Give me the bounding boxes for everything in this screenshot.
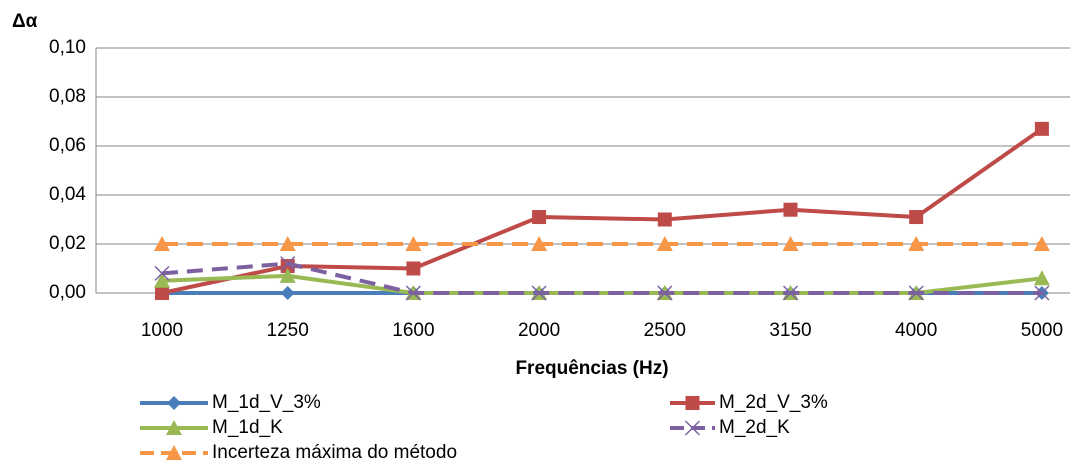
legend-label: M_1d_V_3%	[212, 392, 321, 413]
data-point	[908, 236, 925, 251]
x-tick-label: 5000	[1021, 320, 1063, 341]
data-point	[782, 285, 799, 301]
data-point	[279, 236, 296, 251]
x-tick-label: 1250	[267, 320, 309, 341]
y-tick-label: 0,00	[49, 282, 86, 303]
data-point	[783, 202, 798, 217]
data-point	[406, 261, 421, 276]
data-point	[657, 285, 673, 301]
series-line	[161, 273, 1043, 295]
data-point	[154, 272, 170, 288]
data-point	[280, 286, 295, 300]
data-point	[908, 285, 924, 301]
data-point	[782, 236, 799, 251]
y-tick-label: 0,08	[49, 86, 86, 107]
legend-marker	[684, 420, 701, 436]
x-tick-label: 1600	[392, 320, 434, 341]
legend-label: Incerteza máxima do método	[212, 442, 457, 463]
series-line	[161, 261, 1042, 295]
data-point	[1033, 270, 1050, 286]
y-tick-label: 0,04	[49, 184, 86, 205]
legend-marker	[166, 420, 182, 435]
legend-marker	[166, 445, 182, 460]
data-point	[656, 236, 673, 251]
data-point	[279, 267, 296, 283]
x-tick-label: 4000	[895, 320, 937, 341]
y-tick-label: 0,10	[49, 37, 86, 58]
data-point	[532, 210, 547, 225]
data-point	[1033, 236, 1050, 251]
data-point	[154, 236, 170, 251]
y-axis-label: Δα	[12, 11, 38, 32]
x-axis-label: Frequências (Hz)	[515, 358, 668, 379]
data-point	[405, 285, 421, 301]
legend-label: M_1d_K	[212, 417, 283, 438]
legend-marker	[167, 396, 181, 410]
data-point	[154, 265, 170, 281]
legend-marker	[685, 396, 700, 410]
data-point	[155, 286, 169, 300]
legend-label: M_2d_K	[719, 417, 790, 438]
x-tick-label: 2500	[644, 320, 686, 341]
data-point	[531, 236, 548, 251]
data-point	[657, 212, 672, 227]
data-point	[1034, 121, 1049, 136]
series-line	[161, 127, 1044, 295]
y-tick-label: 0,02	[49, 233, 86, 254]
data-point	[280, 256, 296, 272]
data-point	[405, 236, 422, 251]
x-tick-label: 2000	[518, 320, 560, 341]
y-tick-label: 0,06	[49, 135, 86, 156]
data-point	[531, 285, 547, 301]
x-tick-label: 3150	[769, 320, 811, 341]
legend-label: M_2d_V_3%	[719, 392, 828, 413]
data-point	[909, 210, 924, 225]
x-tick-label: 1000	[141, 320, 183, 341]
data-point	[1034, 285, 1050, 301]
